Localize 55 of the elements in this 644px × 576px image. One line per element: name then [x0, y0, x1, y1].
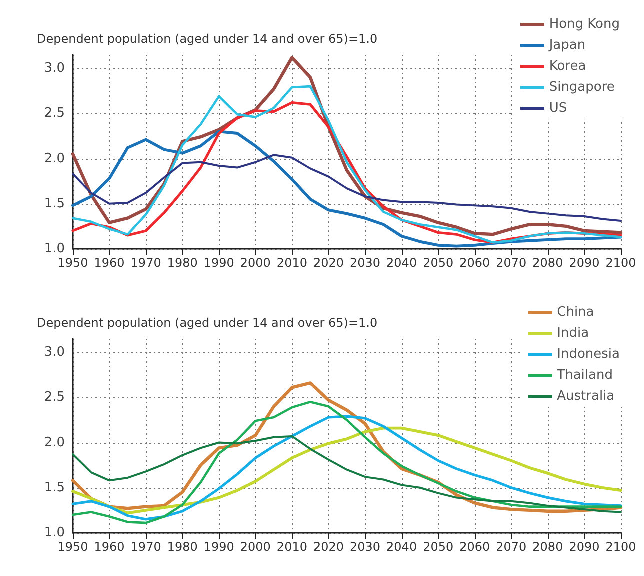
x-tick-label: 2090 — [569, 540, 600, 554]
legend-label: China — [557, 305, 594, 320]
x-tick-label: 1980 — [167, 256, 198, 270]
x-tick-label: 1950 — [58, 540, 88, 554]
y-tick-label: 2.0 — [44, 435, 65, 450]
legend-label: US — [549, 101, 568, 116]
x-tick-label: 2020 — [313, 256, 344, 270]
x-tick-label: 1990 — [204, 540, 234, 554]
x-tick-label: 2080 — [532, 256, 564, 270]
x-tick-label: 2060 — [460, 540, 490, 554]
x-tick-label: 2020 — [313, 540, 344, 554]
y-tick-label: 2.5 — [44, 390, 65, 406]
legend-label: Thailand — [556, 368, 613, 383]
x-tick-label: 1960 — [94, 540, 125, 554]
x-tick-label: 2030 — [350, 540, 381, 554]
x-tick-label: 1970 — [130, 256, 162, 270]
legend-label: Australia — [557, 389, 615, 404]
y-tick-label: 1.5 — [44, 480, 65, 496]
line-series — [72, 154, 622, 222]
x-tick-label: 2060 — [460, 256, 490, 270]
y-axis-title: Dependent population (aged under 14 and over 65)=1.0 — [37, 316, 378, 330]
x-tick-label: 1970 — [130, 540, 162, 554]
x-tick-label: 1980 — [167, 540, 198, 554]
y-tick-label: 3.0 — [44, 345, 65, 360]
legend-label: India — [557, 326, 590, 341]
x-tick-label: 2000 — [240, 540, 271, 554]
x-tick-label: 1960 — [94, 256, 125, 270]
y-tick-label: 2.0 — [44, 151, 65, 166]
x-tick-label: 2050 — [423, 540, 454, 554]
y-tick-label: 2.5 — [44, 106, 65, 122]
y-axis-title: Dependent population (aged under 14 and over 65)=1.0 — [37, 32, 378, 46]
x-tick-label: 1990 — [204, 256, 234, 270]
x-tick-label: 2100 — [606, 540, 636, 554]
x-tick-label: 2040 — [386, 540, 418, 554]
legend-label: Indonesia — [557, 347, 620, 362]
y-tick-label: 1.0 — [44, 242, 65, 256]
x-tick-label: 2030 — [350, 256, 381, 270]
x-tick-label: 2010 — [276, 540, 308, 554]
x-tick-label: 2050 — [423, 256, 454, 270]
x-tick-label: 1950 — [58, 256, 88, 270]
legend-label: Singapore — [549, 80, 615, 95]
legend-label: Japan — [548, 38, 586, 53]
y-tick-label: 1.5 — [44, 196, 65, 212]
x-tick-label: 2010 — [276, 256, 308, 270]
legend-label: Hong Kong — [549, 17, 620, 32]
x-tick-label: 2090 — [569, 256, 600, 270]
x-tick-label: 2070 — [496, 256, 527, 270]
y-tick-label: 1.0 — [44, 526, 65, 540]
legend-label: Korea — [549, 59, 586, 74]
x-tick-label: 2070 — [496, 540, 527, 554]
y-tick-label: 3.0 — [44, 61, 65, 76]
x-tick-label: 2040 — [386, 256, 418, 270]
x-tick-label: 2000 — [240, 256, 271, 270]
x-tick-label: 2080 — [532, 540, 564, 554]
x-tick-label: 2100 — [606, 256, 636, 270]
